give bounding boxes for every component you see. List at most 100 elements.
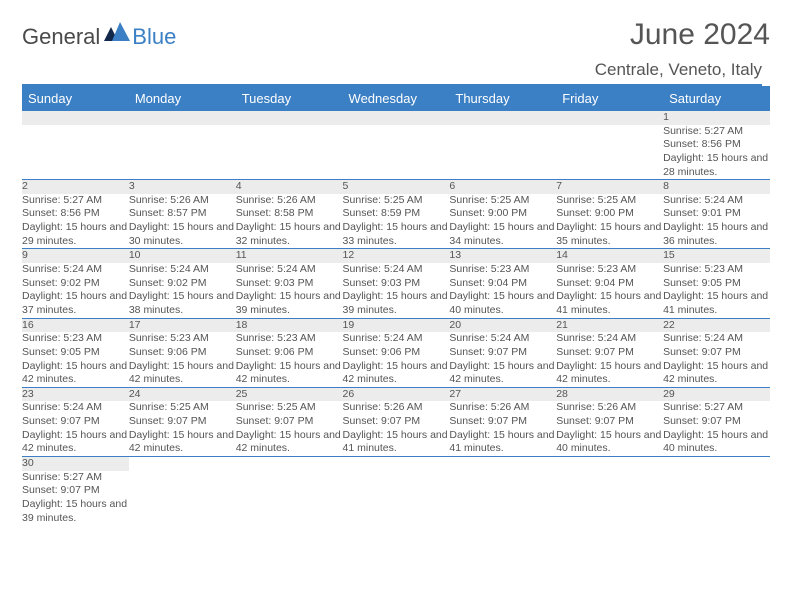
day-detail-cell: Sunrise: 5:24 AMSunset: 9:03 PMDaylight:… xyxy=(236,263,343,318)
day-number-cell xyxy=(129,111,236,125)
day-detail-cell xyxy=(236,471,343,526)
detail-row: Sunrise: 5:24 AMSunset: 9:02 PMDaylight:… xyxy=(22,263,770,318)
day-number-cell: 18 xyxy=(236,318,343,332)
day-detail-cell: Sunrise: 5:24 AMSunset: 9:07 PMDaylight:… xyxy=(449,332,556,387)
brand-sub: Blue xyxy=(132,24,176,50)
day-detail-cell: Sunrise: 5:25 AMSunset: 9:00 PMDaylight:… xyxy=(449,194,556,249)
day-detail-cell xyxy=(556,471,663,526)
day-detail-cell xyxy=(449,125,556,180)
day-detail-cell: Sunrise: 5:24 AMSunset: 9:07 PMDaylight:… xyxy=(556,332,663,387)
day-detail-cell xyxy=(556,125,663,180)
detail-row: Sunrise: 5:27 AMSunset: 8:56 PMDaylight:… xyxy=(22,194,770,249)
subtitle-wrap: Centrale, Veneto, Italy xyxy=(22,60,770,86)
day-number-cell: 5 xyxy=(343,180,450,194)
day-detail-cell: Sunrise: 5:24 AMSunset: 9:07 PMDaylight:… xyxy=(22,401,129,456)
day-number-cell: 21 xyxy=(556,318,663,332)
day-number-cell xyxy=(236,457,343,471)
day-detail-cell: Sunrise: 5:26 AMSunset: 9:07 PMDaylight:… xyxy=(343,401,450,456)
day-number-cell: 7 xyxy=(556,180,663,194)
day-detail-cell: Sunrise: 5:24 AMSunset: 9:07 PMDaylight:… xyxy=(663,332,770,387)
day-number-cell: 19 xyxy=(343,318,450,332)
day-number-cell xyxy=(556,111,663,125)
day-detail-cell: Sunrise: 5:23 AMSunset: 9:05 PMDaylight:… xyxy=(663,263,770,318)
day-number-cell: 29 xyxy=(663,387,770,401)
day-number-cell: 6 xyxy=(449,180,556,194)
detail-row: Sunrise: 5:23 AMSunset: 9:05 PMDaylight:… xyxy=(22,332,770,387)
day-number-cell: 3 xyxy=(129,180,236,194)
day-detail-cell xyxy=(449,471,556,526)
day-detail-cell: Sunrise: 5:23 AMSunset: 9:05 PMDaylight:… xyxy=(22,332,129,387)
day-detail-cell: Sunrise: 5:23 AMSunset: 9:04 PMDaylight:… xyxy=(556,263,663,318)
daynum-row: 9101112131415 xyxy=(22,249,770,263)
day-detail-cell: Sunrise: 5:26 AMSunset: 9:07 PMDaylight:… xyxy=(449,401,556,456)
day-number-cell: 15 xyxy=(663,249,770,263)
day-number-cell xyxy=(343,111,450,125)
day-number-cell xyxy=(449,111,556,125)
day-detail-cell xyxy=(129,125,236,180)
day-number-cell: 16 xyxy=(22,318,129,332)
day-number-cell xyxy=(663,457,770,471)
daynum-row: 2345678 xyxy=(22,180,770,194)
daynum-row: 1 xyxy=(22,111,770,125)
day-detail-cell xyxy=(663,471,770,526)
day-number-cell: 28 xyxy=(556,387,663,401)
weekday-header: Saturday xyxy=(663,86,770,111)
detail-row: Sunrise: 5:27 AMSunset: 8:56 PMDaylight:… xyxy=(22,125,770,180)
day-number-cell: 20 xyxy=(449,318,556,332)
day-detail-cell: Sunrise: 5:24 AMSunset: 9:02 PMDaylight:… xyxy=(22,263,129,318)
day-detail-cell: Sunrise: 5:24 AMSunset: 9:01 PMDaylight:… xyxy=(663,194,770,249)
weekday-header: Sunday xyxy=(22,86,129,111)
day-detail-cell: Sunrise: 5:26 AMSunset: 9:07 PMDaylight:… xyxy=(556,401,663,456)
page-title: June 2024 xyxy=(630,18,770,52)
detail-row: Sunrise: 5:24 AMSunset: 9:07 PMDaylight:… xyxy=(22,401,770,456)
day-detail-cell: Sunrise: 5:24 AMSunset: 9:02 PMDaylight:… xyxy=(129,263,236,318)
daynum-row: 23242526272829 xyxy=(22,387,770,401)
day-number-cell xyxy=(129,457,236,471)
day-number-cell: 30 xyxy=(22,457,129,471)
day-detail-cell: Sunrise: 5:25 AMSunset: 9:07 PMDaylight:… xyxy=(236,401,343,456)
weekday-header: Monday xyxy=(129,86,236,111)
day-detail-cell xyxy=(343,471,450,526)
day-detail-cell xyxy=(236,125,343,180)
day-number-cell: 2 xyxy=(22,180,129,194)
day-detail-cell xyxy=(22,125,129,180)
day-number-cell: 22 xyxy=(663,318,770,332)
day-detail-cell: Sunrise: 5:25 AMSunset: 9:00 PMDaylight:… xyxy=(556,194,663,249)
day-number-cell xyxy=(556,457,663,471)
day-detail-cell xyxy=(129,471,236,526)
weekday-header: Friday xyxy=(556,86,663,111)
day-number-cell: 11 xyxy=(236,249,343,263)
day-detail-cell xyxy=(343,125,450,180)
day-number-cell: 27 xyxy=(449,387,556,401)
day-number-cell: 12 xyxy=(343,249,450,263)
day-number-cell: 14 xyxy=(556,249,663,263)
day-number-cell xyxy=(236,111,343,125)
weekday-header: Wednesday xyxy=(343,86,450,111)
day-number-cell: 8 xyxy=(663,180,770,194)
brand-logo: General Blue xyxy=(22,18,176,50)
day-detail-cell: Sunrise: 5:26 AMSunset: 8:58 PMDaylight:… xyxy=(236,194,343,249)
weekday-header: Tuesday xyxy=(236,86,343,111)
calendar-table: SundayMondayTuesdayWednesdayThursdayFrid… xyxy=(22,86,770,525)
day-number-cell: 17 xyxy=(129,318,236,332)
day-number-cell xyxy=(449,457,556,471)
brand-main: General xyxy=(22,24,100,50)
day-number-cell: 10 xyxy=(129,249,236,263)
day-number-cell: 24 xyxy=(129,387,236,401)
day-number-cell: 13 xyxy=(449,249,556,263)
detail-row: Sunrise: 5:27 AMSunset: 9:07 PMDaylight:… xyxy=(22,471,770,526)
flag-icon xyxy=(104,21,130,41)
title-block: June 2024 xyxy=(630,18,770,52)
day-detail-cell: Sunrise: 5:23 AMSunset: 9:06 PMDaylight:… xyxy=(236,332,343,387)
day-number-cell xyxy=(22,111,129,125)
day-detail-cell: Sunrise: 5:23 AMSunset: 9:06 PMDaylight:… xyxy=(129,332,236,387)
day-number-cell: 25 xyxy=(236,387,343,401)
weekday-header: Thursday xyxy=(449,86,556,111)
day-detail-cell: Sunrise: 5:23 AMSunset: 9:04 PMDaylight:… xyxy=(449,263,556,318)
day-detail-cell: Sunrise: 5:27 AMSunset: 9:07 PMDaylight:… xyxy=(663,401,770,456)
day-detail-cell: Sunrise: 5:24 AMSunset: 9:03 PMDaylight:… xyxy=(343,263,450,318)
location-subtitle: Centrale, Veneto, Italy xyxy=(22,60,762,86)
day-detail-cell: Sunrise: 5:27 AMSunset: 8:56 PMDaylight:… xyxy=(663,125,770,180)
day-number-cell: 26 xyxy=(343,387,450,401)
weekday-header-row: SundayMondayTuesdayWednesdayThursdayFrid… xyxy=(22,86,770,111)
